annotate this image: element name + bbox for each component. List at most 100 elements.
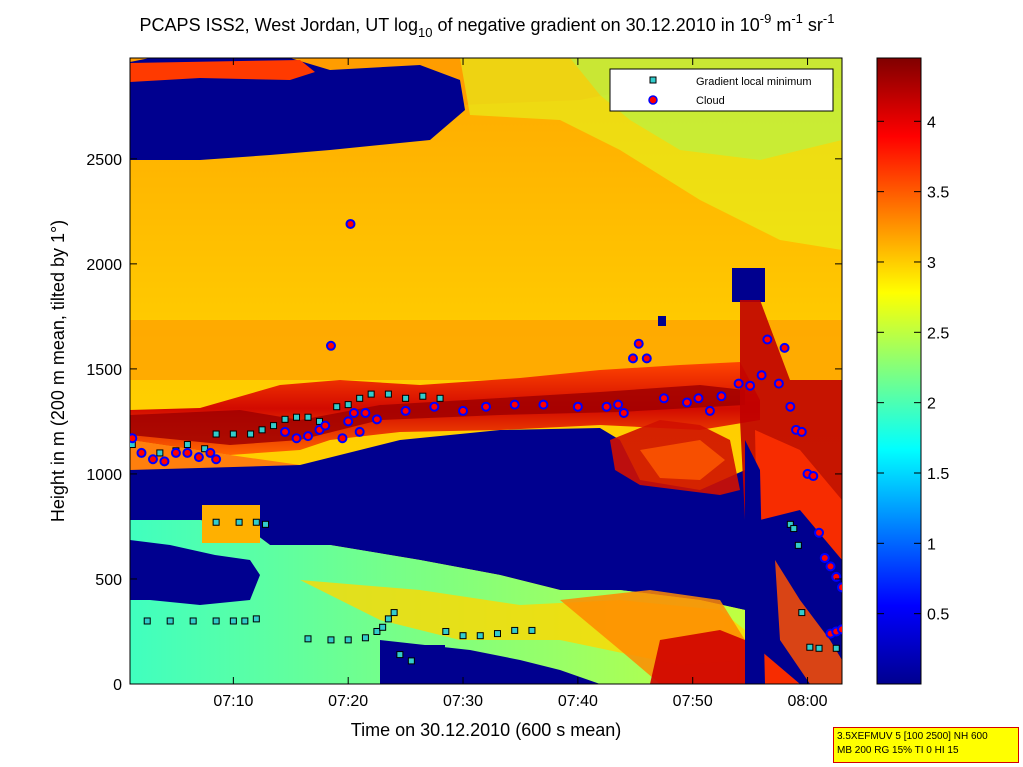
cloud-marker xyxy=(756,370,767,381)
gradient-minimum-marker xyxy=(212,518,220,526)
cloud-marker xyxy=(773,378,784,389)
cloud-marker xyxy=(867,522,875,530)
annotation-line-2: MB 200 RG 15% TI 0 HI 15 xyxy=(837,745,959,756)
cloud-marker xyxy=(704,405,715,416)
gradient-minimum-marker xyxy=(476,632,484,640)
legend-marker-gradient-minimum xyxy=(649,76,657,84)
cloud-marker xyxy=(733,378,744,389)
gradient-minimum-marker xyxy=(143,617,151,625)
gradient-minimum-marker xyxy=(156,449,164,457)
cloud-marker xyxy=(867,609,875,617)
cloud-marker xyxy=(930,585,938,593)
gradient-minimum-marker xyxy=(436,394,444,402)
cloud-marker xyxy=(320,420,331,431)
cloud-marker xyxy=(159,456,170,467)
gradient-minimum-marker xyxy=(937,645,943,651)
cloud-marker xyxy=(861,541,869,549)
legend: Gradient local minimum Cloud xyxy=(609,68,834,112)
cloud-marker xyxy=(170,447,181,458)
cloud-marker xyxy=(481,401,491,412)
colorbar-tick-label: 3.5 xyxy=(927,185,949,202)
cloud-marker xyxy=(337,433,348,444)
cloud-marker xyxy=(693,393,704,404)
gradient-minimum-marker xyxy=(856,645,862,651)
gradient-minimum-marker xyxy=(954,644,960,650)
cloud-marker xyxy=(819,552,830,563)
gradient-minimum-marker xyxy=(315,417,323,425)
y-tick-label: 0 xyxy=(113,677,122,694)
gradient-minimum-marker xyxy=(327,636,335,644)
cloud-marker xyxy=(182,447,193,458)
gradient-minimum-marker xyxy=(845,645,851,651)
gradient-minimum-marker xyxy=(212,617,220,625)
cloud-marker xyxy=(796,426,807,437)
gradient-minimum-marker xyxy=(459,632,467,640)
cloud-marker xyxy=(538,399,549,410)
cloud-marker xyxy=(458,405,469,416)
gradient-minimum-marker xyxy=(790,525,798,533)
y-tick-label: 2000 xyxy=(86,257,122,274)
colorbar-tick-label: 2.5 xyxy=(927,325,949,342)
gradient-minimum-marker xyxy=(794,541,802,549)
gradient-minimum-marker xyxy=(304,635,312,643)
gradient-minimum-marker xyxy=(304,413,312,421)
cloud-marker xyxy=(211,454,222,465)
gradient-minimum-marker xyxy=(281,415,289,423)
gradient-minimum-marker xyxy=(511,626,519,634)
cloud-marker xyxy=(354,426,365,437)
gradient-minimum-marker xyxy=(333,403,341,411)
annotation-line-1: 3.5XEFMUV 5 [100 2500] NH 600 xyxy=(837,731,988,742)
cloud-marker xyxy=(601,401,612,412)
x-tick-label: 07:20 xyxy=(328,693,368,710)
gradient-minimum-marker xyxy=(241,617,249,625)
cloud-marker xyxy=(343,416,354,427)
x-tick-label: 08:00 xyxy=(788,693,828,710)
gradient-minimum-marker xyxy=(379,623,387,631)
gradient-minimum-marker xyxy=(212,430,220,438)
cloud-marker xyxy=(831,571,842,582)
colorbar-ticks: 0.5 1 1.5 2 2.5 3 3.5 4 xyxy=(877,114,949,624)
gradient-minimum-marker xyxy=(384,615,392,623)
cloud-marker xyxy=(844,621,852,629)
y-tick-label: 1500 xyxy=(86,362,122,379)
legend-marker-cloud xyxy=(648,95,658,105)
cloud-marker xyxy=(371,414,382,425)
gradient-minimum-marker xyxy=(390,609,398,617)
y-tick-label: 500 xyxy=(95,572,122,589)
cloud-marker xyxy=(193,452,204,463)
gradient-minimum-marker xyxy=(293,413,301,421)
cloud-marker xyxy=(618,408,629,419)
x-tick-label: 07:40 xyxy=(558,693,598,710)
gradient-minimum-marker xyxy=(396,651,404,659)
gradient-minimum-marker xyxy=(252,615,260,623)
cloud-marker xyxy=(785,401,796,412)
cloud-marker xyxy=(509,399,520,410)
cloud-marker xyxy=(641,353,652,364)
gradient-minimum-marker xyxy=(361,634,369,642)
gradient-minimum-marker xyxy=(258,426,266,434)
cloud-marker xyxy=(280,426,291,437)
gradient-minimum-marker xyxy=(229,430,237,438)
legend-label-gradient-minimum: Gradient local minimum xyxy=(696,76,812,88)
cloud-marker xyxy=(147,454,158,465)
colorbar-tick-label: 3 xyxy=(927,255,936,272)
gradient-minimum-marker xyxy=(442,627,450,635)
gradient-minimum-marker xyxy=(402,394,410,402)
cloud-marker xyxy=(400,405,411,416)
legend-box xyxy=(609,68,834,112)
plot-area-frame xyxy=(129,57,843,685)
colorbar-tick-label: 0.5 xyxy=(927,607,949,624)
gradient-minimum-marker xyxy=(815,644,823,652)
gradient-minimum-marker xyxy=(493,630,501,638)
cloud-marker xyxy=(837,582,842,593)
chart-title: PCAPS ISS2, West Jordan, UT log10 of neg… xyxy=(140,11,835,40)
gradient-minimum-marker xyxy=(868,645,874,651)
gradient-minimum-marker xyxy=(189,617,197,625)
cloud-marker xyxy=(762,334,773,345)
gradient-minimum-marker xyxy=(367,390,375,398)
gradient-minimum-marker xyxy=(344,636,352,644)
cloud-marker xyxy=(360,408,371,419)
colorbar-tick-label: 1.5 xyxy=(927,466,949,483)
cloud-marker xyxy=(348,408,359,419)
